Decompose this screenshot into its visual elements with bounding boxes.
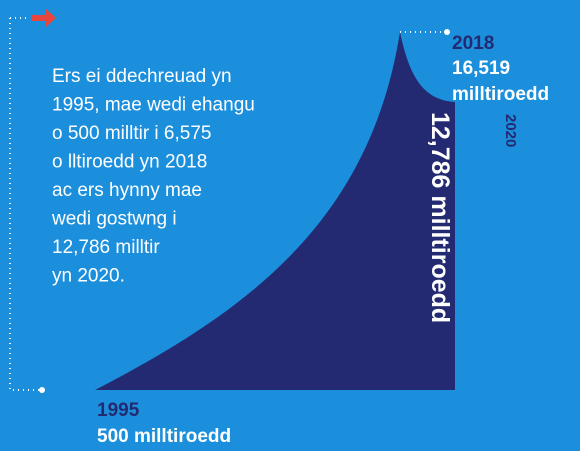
paragraph-line: o 500 milltir i 6,575 (52, 123, 211, 144)
paragraph-line: 1995, mae wedi ehangu (52, 95, 255, 116)
paragraph-line: wedi gostwng i (51, 209, 177, 230)
peak-year: 2018 (452, 33, 494, 54)
paragraph-line: o lltiroedd yn 2018 (52, 152, 207, 173)
peak-length: 16,519 (452, 58, 510, 79)
peak-unit: milltiroedd (452, 84, 549, 105)
start-length: 500 milltiroedd (97, 426, 231, 447)
guide-dot (444, 29, 450, 35)
start-year: 1995 (97, 400, 140, 421)
paragraph-line: 12,786 milltir (52, 237, 160, 258)
end-year: 2020 (502, 114, 519, 147)
dotted-guide (9, 17, 40, 391)
guide-dot (39, 387, 45, 393)
end-length: 12,786 milltiroedd (426, 112, 454, 323)
arrow (32, 9, 56, 27)
paragraph: Ers ei ddechreuad yn 1995, mae wedi ehang… (51, 66, 255, 287)
paragraph-line: yn 2020. (52, 266, 125, 287)
paragraph-line: Ers ei ddechreuad yn (52, 66, 232, 87)
growth-shape (95, 32, 455, 390)
paragraph-line: ac ers hynny mae (52, 180, 202, 201)
